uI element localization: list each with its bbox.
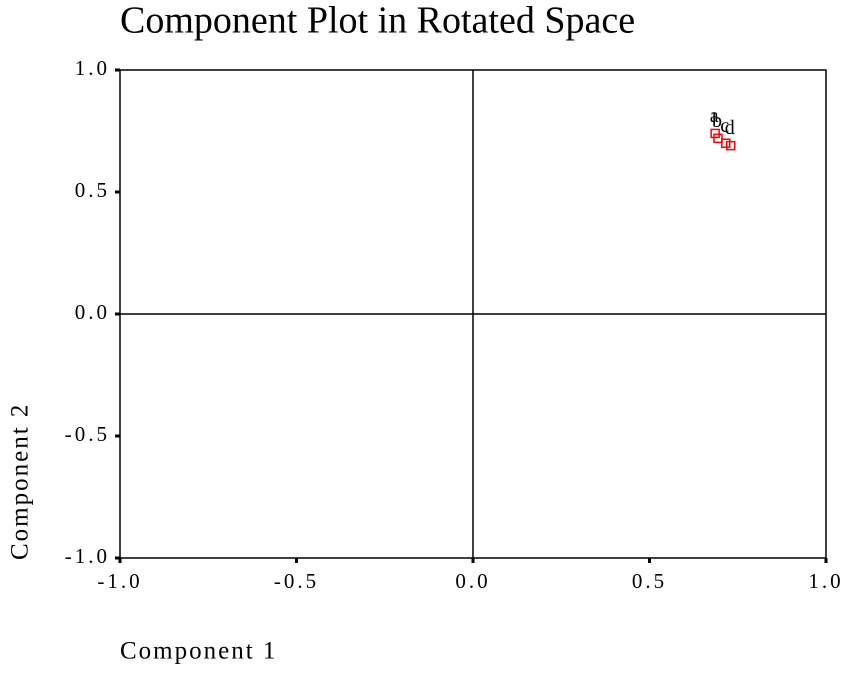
y-tick-label: -0.5 (65, 422, 110, 446)
x-tick-label: -1.0 (97, 569, 142, 593)
point-label: d (725, 117, 735, 139)
x-tick-label: 0.5 (632, 569, 667, 593)
point-label: b (712, 110, 722, 132)
y-tick-label: 0.5 (75, 178, 110, 202)
point (725, 140, 736, 151)
point (720, 138, 731, 148)
point-label: c (720, 115, 729, 137)
point-label: a (710, 105, 719, 127)
point (713, 133, 723, 144)
point (710, 128, 720, 139)
y-tick-label: 0.0 (75, 300, 110, 324)
x-tick-label: 0.0 (455, 569, 490, 593)
x-tick-label: 1.0 (808, 569, 843, 593)
y-axis-title: Component 2 (7, 403, 34, 560)
y-tick-label: 1.0 (75, 56, 110, 80)
chart-title: Component Plot in Rotated Space (120, 0, 635, 42)
x-axis-title: Component 1 (120, 638, 277, 665)
x-tick-label: -0.5 (274, 569, 319, 593)
y-tick-label: -1.0 (65, 544, 110, 568)
